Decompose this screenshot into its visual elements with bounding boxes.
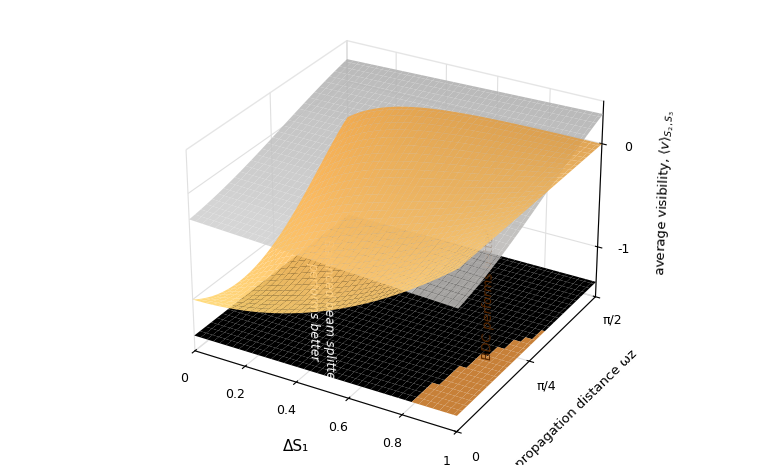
- X-axis label: ΔS₁: ΔS₁: [283, 439, 309, 454]
- Y-axis label: propagation distance ωz: propagation distance ωz: [513, 348, 639, 465]
